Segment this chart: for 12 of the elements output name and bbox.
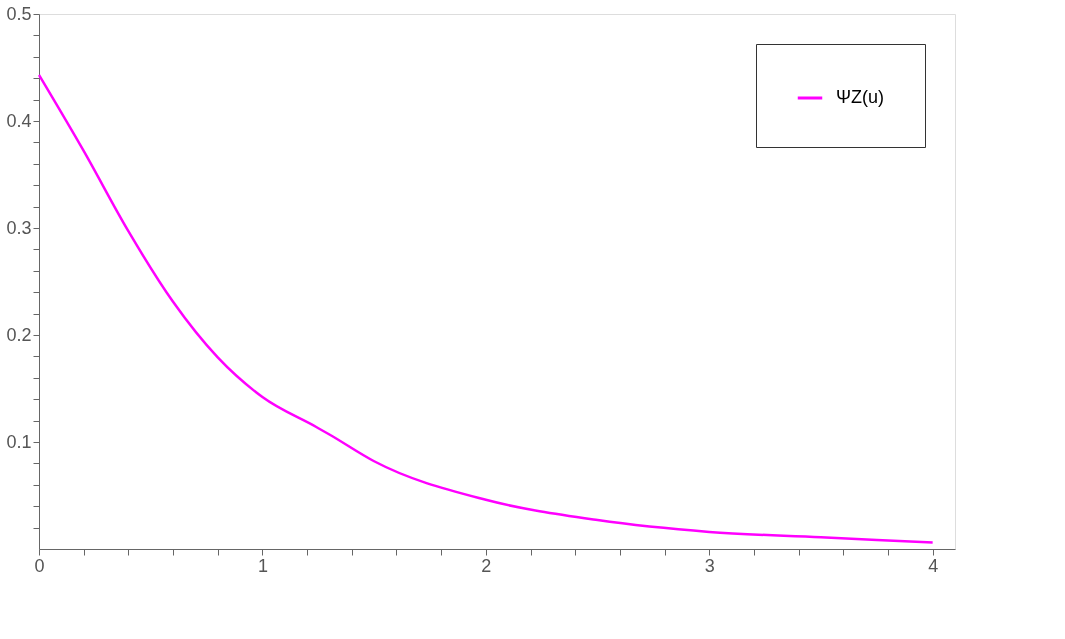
y-tick-label: 0.2	[6, 324, 32, 345]
y-tick-label: 0.4	[6, 110, 32, 131]
x-tick-label: 2	[481, 555, 492, 576]
x-tick-label: 3	[704, 555, 715, 576]
x-tick-label: 0	[34, 555, 45, 576]
y-tick-label: 0.1	[6, 431, 32, 452]
y-tick-label: 0.5	[6, 3, 32, 24]
y-tick-label: 0.3	[6, 217, 32, 238]
line-series	[37, 73, 934, 544]
x-tick-label: 1	[257, 555, 268, 576]
legend-label: ΨZ(u)	[836, 87, 885, 107]
x-tick-label: 4	[928, 555, 939, 576]
